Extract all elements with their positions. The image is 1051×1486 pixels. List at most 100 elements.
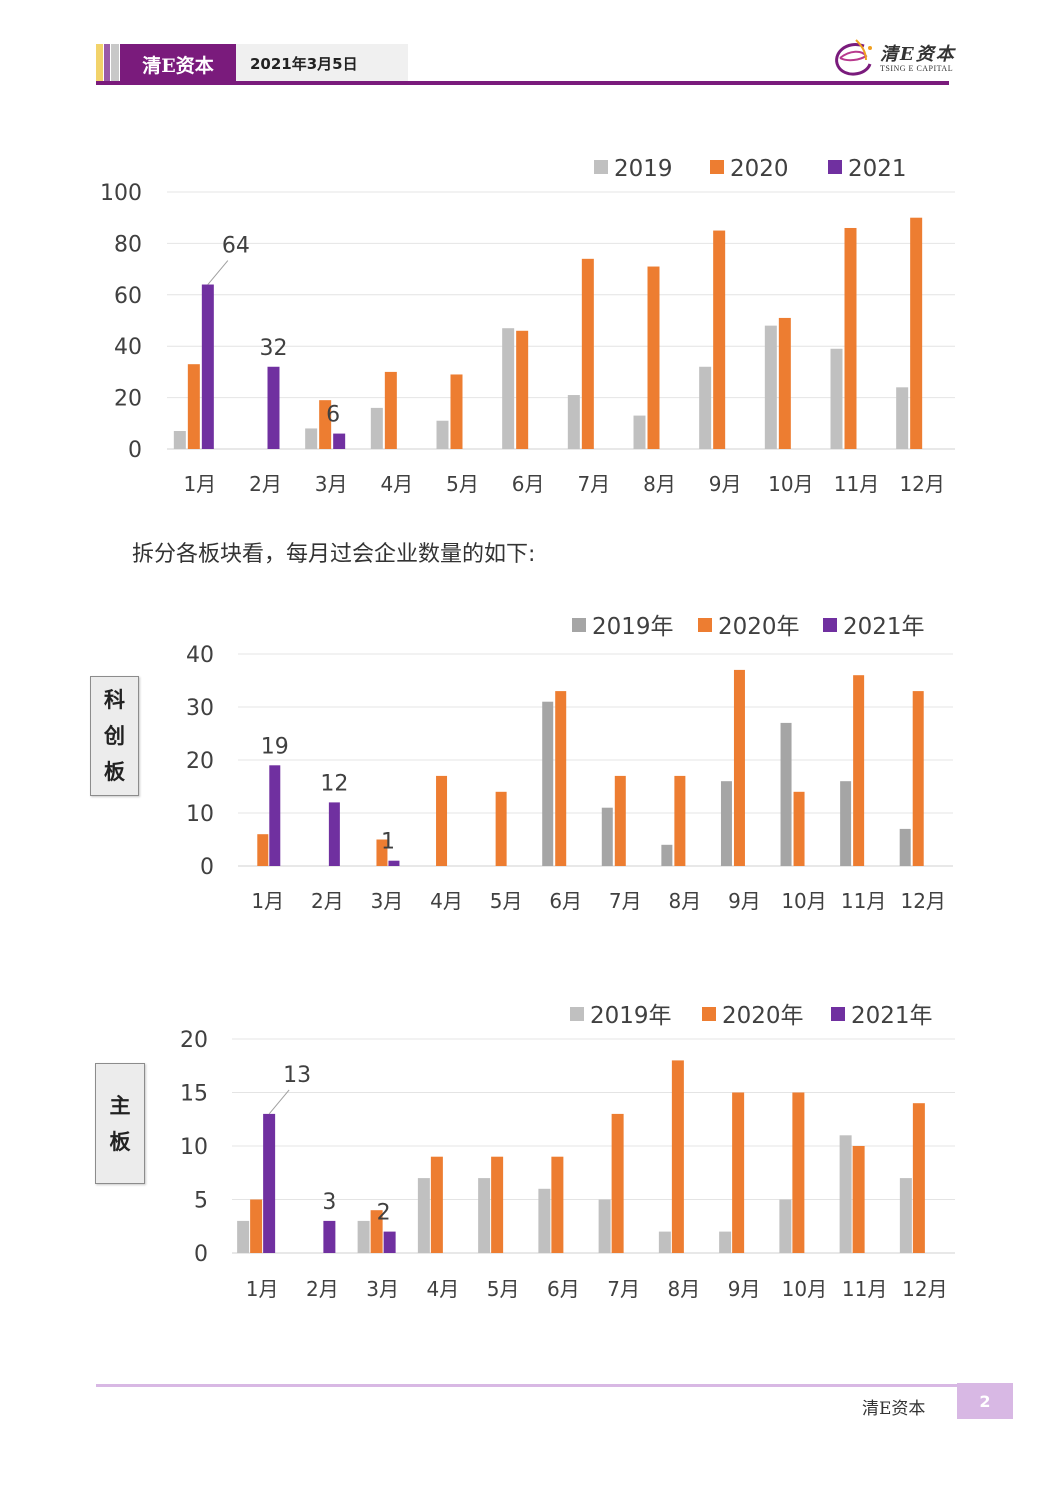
header-brand: 清E资本 (120, 44, 236, 85)
x-tick-label: 6月 (512, 472, 545, 496)
bar-2020年 (436, 775, 448, 866)
bar-2020 (647, 266, 660, 449)
y-tick-label: 15 (180, 1082, 208, 1107)
bar-2021年 (383, 1231, 396, 1253)
bar-2020年 (732, 1092, 745, 1253)
bar-2019 (830, 348, 843, 449)
header-date: 2021年3月5日 (236, 44, 408, 82)
logo-chinese-text: 清E资本 (880, 44, 956, 65)
bar-2020 (516, 330, 529, 449)
header-stripe-gray (111, 44, 119, 85)
bar-2020年 (614, 775, 626, 866)
y-tick-label: 80 (114, 232, 142, 257)
bar-2020年 (555, 691, 567, 866)
x-tick-label: 12月 (900, 889, 945, 913)
bar-2019 (502, 328, 515, 449)
x-tick-label: 11月 (841, 889, 886, 913)
data-label: 19 (261, 734, 289, 759)
legend-label: 2021年 (843, 614, 925, 640)
data-label: 32 (260, 336, 288, 361)
bar-2019 (173, 431, 186, 449)
x-tick-label: 7月 (577, 472, 610, 496)
bar-2019 (699, 366, 712, 449)
footer-brand: 清E资本 (862, 1399, 926, 1419)
bar-2019年 (839, 1135, 852, 1253)
y-tick-label: 0 (128, 438, 142, 463)
legend-swatch (710, 160, 724, 174)
x-tick-label: 9月 (728, 1277, 761, 1301)
bar-2020 (581, 258, 594, 449)
x-tick-label: 9月 (709, 472, 742, 496)
chart-main-board-monthly: 0 5 10 15 20 1月 2月 3月 4月 5月 6月 7月 8月 9月 10月 11月 12月 13 3 2 2… (180, 1003, 955, 1301)
y-tick-label: 60 (114, 284, 142, 309)
bar-2019年 (542, 701, 554, 866)
x-tick-label: 7月 (609, 889, 642, 913)
bar-2020年 (853, 675, 865, 866)
bar-2021 (333, 433, 346, 449)
bar-2019 (436, 420, 449, 449)
bar-2019 (567, 395, 580, 449)
legend-swatch (823, 618, 837, 632)
data-label: 1 (381, 830, 395, 855)
bar-2020 (910, 217, 923, 449)
bar-2020年 (674, 775, 686, 866)
bar-2020年 (551, 1156, 564, 1253)
bar-2020年 (376, 839, 388, 866)
y-tick-label: 40 (114, 335, 142, 360)
bar-2020年 (852, 1146, 865, 1253)
bar-2019年 (780, 722, 792, 866)
x-tick-label: 11月 (834, 472, 879, 496)
bar-2020 (713, 230, 726, 449)
legend-label: 2019 (614, 156, 673, 182)
y-tick-label: 30 (186, 696, 214, 721)
x-tick-label: 5月 (490, 889, 523, 913)
bar-2019 (305, 428, 318, 449)
label-kcb-char: 科 (104, 688, 125, 712)
y-tick-label: 10 (186, 802, 214, 827)
bar-2019年 (661, 844, 673, 866)
bar-2021年 (263, 1113, 276, 1253)
bar-2020 (844, 227, 857, 449)
legend-swatch (702, 1007, 716, 1021)
bar-2019年 (899, 1178, 912, 1253)
y-tick-label: 40 (186, 643, 214, 668)
bar-2021 (201, 284, 214, 449)
header-rule (96, 81, 949, 85)
page-number: 2 (957, 1383, 1013, 1419)
bar-2021年 (269, 765, 281, 866)
bar-2019年 (899, 828, 911, 866)
x-tick-label: 4月 (427, 1277, 460, 1301)
bar-2020年 (912, 691, 924, 866)
x-tick-label: 10月 (782, 1277, 827, 1301)
bar-2020年 (495, 791, 507, 866)
body-paragraph: 拆分各板块看，每月过会企业数量的如下: (132, 542, 536, 567)
bar-2019年 (779, 1199, 792, 1253)
y-tick-label: 5 (194, 1189, 208, 1214)
bar-2019 (764, 325, 777, 449)
bar-2020年 (430, 1156, 443, 1253)
bar-2020 (778, 317, 791, 449)
bar-2020年 (733, 669, 745, 866)
bar-2019年 (417, 1178, 430, 1253)
x-tick-label: 12月 (899, 472, 944, 496)
bar-2020年 (370, 1210, 383, 1253)
y-tick-label: 20 (114, 387, 142, 412)
data-label-leader (268, 1089, 290, 1115)
y-tick-label: 0 (194, 1242, 208, 1267)
bar-2019年 (840, 781, 852, 866)
label-main-char: 主 (109, 1093, 131, 1118)
bar-2020年 (611, 1113, 624, 1253)
legend-swatch (570, 1007, 584, 1021)
y-tick-label: 100 (100, 181, 142, 206)
y-tick-label: 0 (200, 855, 214, 880)
label-kcb: 科 创 板 (90, 676, 139, 796)
data-label: 64 (222, 234, 250, 259)
legend-label: 2019年 (592, 614, 674, 640)
x-tick-label: 1月 (183, 472, 216, 496)
bar-2020 (384, 371, 397, 449)
bar-2019年 (478, 1178, 491, 1253)
legend-label: 2020 (730, 156, 789, 182)
legend-label: 2021 (848, 156, 907, 182)
data-label: 2 (377, 1201, 391, 1226)
